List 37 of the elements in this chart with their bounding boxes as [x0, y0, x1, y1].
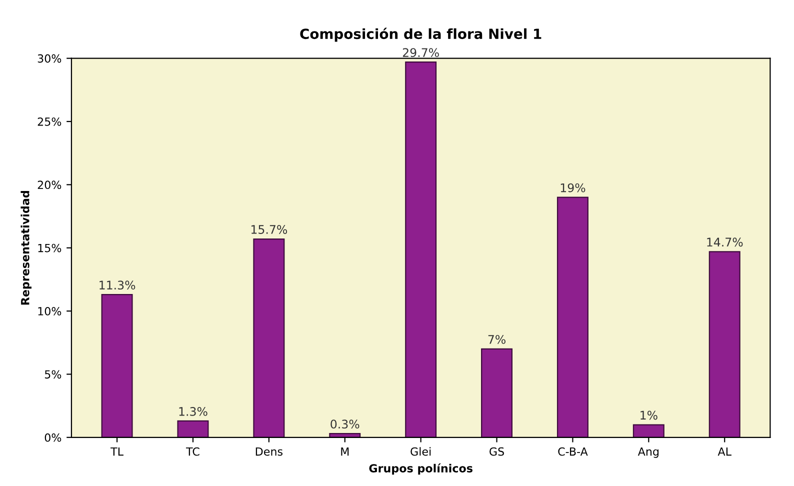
y-tick-label: 15%: [38, 244, 62, 252]
data-label: 19%: [560, 183, 586, 192]
y-tick-label: 10%: [38, 307, 62, 316]
bar: [329, 433, 361, 438]
y-tick-label: 20%: [38, 180, 62, 190]
bar: [481, 348, 513, 438]
y-tick-label: 0%: [44, 433, 62, 442]
bar: [253, 238, 285, 438]
chart-title: Composición de la flora Nivel 1: [300, 28, 542, 42]
x-tick-label: C-B-A: [558, 447, 588, 456]
data-label: 29.7%: [402, 48, 439, 58]
x-axis-title: Grupos polínicos: [369, 463, 472, 475]
data-label: 1.3%: [179, 406, 208, 416]
y-axis-title: Representatividad: [20, 191, 32, 305]
data-label: 1%: [640, 410, 658, 420]
bar: [177, 420, 209, 438]
x-tick-label: Ang: [638, 447, 658, 458]
x-tick-label: TC: [186, 447, 200, 456]
bar: [632, 424, 664, 438]
x-tick-label: AL: [718, 447, 732, 456]
data-label: 14.7%: [707, 238, 743, 247]
data-label: 15.7%: [251, 225, 288, 234]
x-tick-label: GS: [490, 447, 504, 456]
x-tick-label: M: [341, 447, 349, 456]
y-tick-label: 5%: [44, 370, 62, 379]
data-label: 11.3%: [100, 280, 136, 290]
x-tick-label: Dens: [256, 447, 282, 456]
bar: [556, 196, 588, 438]
data-label: 0.3%: [330, 420, 360, 429]
y-tick-label: 25%: [38, 117, 62, 126]
bar: [101, 294, 133, 438]
y-tick-label: 30%: [38, 54, 62, 63]
data-label: 7%: [488, 334, 506, 344]
bar: [405, 62, 437, 438]
x-tick-label: TL: [110, 447, 124, 456]
bar: [708, 251, 740, 438]
x-tick-label: Glei: [410, 447, 431, 456]
